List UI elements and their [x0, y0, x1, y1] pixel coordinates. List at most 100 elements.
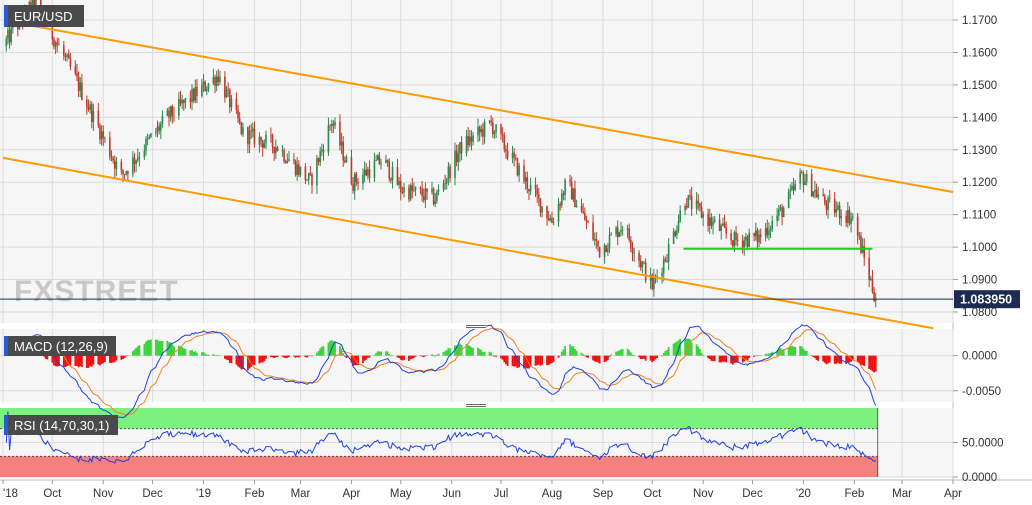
candle-body: [547, 218, 550, 221]
macd-histogram-bar: [674, 342, 677, 356]
macd-histogram-bar: [792, 346, 795, 356]
macd-histogram-bar: [286, 355, 289, 358]
macd-histogram-bar: [606, 355, 609, 361]
macd-histogram-bar: [184, 348, 187, 356]
candle-body: [322, 149, 325, 153]
candle-body: [307, 173, 310, 180]
candle-body: [851, 216, 854, 219]
candle-body: [444, 183, 446, 185]
candle-body: [649, 274, 652, 281]
candle-body: [90, 104, 93, 122]
candle-body: [643, 262, 645, 264]
macd-histogram-bar: [373, 354, 376, 356]
candle-body: [100, 131, 103, 140]
candle-body: [702, 213, 704, 218]
candle-body: [552, 221, 555, 223]
time-tick-label: '20: [796, 488, 811, 500]
macd-histogram-bar: [863, 355, 866, 367]
candle-body: [656, 276, 658, 277]
candle-body: [345, 157, 348, 163]
macd-histogram-bar: [861, 355, 864, 366]
candle-body: [110, 156, 113, 159]
macd-histogram-bar: [644, 355, 647, 361]
macd-histogram-bar: [754, 355, 757, 356]
macd-resize-handle[interactable]: [466, 324, 486, 329]
candle-body: [585, 220, 588, 222]
macd-label-text: MACD (12,26,9): [14, 339, 108, 354]
rsi-resize-handle[interactable]: [466, 403, 486, 408]
candle-body: [695, 200, 698, 209]
candle-body: [413, 190, 415, 191]
macd-histogram-bar: [143, 343, 146, 356]
macd-histogram-bar: [237, 355, 239, 367]
candle-body: [365, 169, 368, 176]
macd-histogram-bar: [794, 346, 797, 356]
macd-histogram-bar: [460, 344, 463, 356]
macd-histogram-bar: [860, 355, 862, 366]
candle-body: [398, 181, 400, 185]
candle-body: [465, 135, 468, 154]
macd-histogram-bar: [449, 348, 451, 356]
candle-body: [79, 82, 82, 91]
candle-body: [192, 88, 195, 101]
macd-histogram-bar: [457, 344, 460, 356]
macd-histogram-bar: [146, 340, 149, 356]
candle-body: [506, 151, 509, 159]
candle-body: [860, 235, 862, 253]
macd-histogram-bar: [148, 339, 151, 356]
candle-body: [667, 243, 670, 262]
macd-histogram-bar: [133, 349, 136, 356]
macd-histogram-bar: [741, 355, 744, 363]
macd-histogram-bar: [380, 351, 382, 356]
macd-histogram-bar: [419, 355, 422, 357]
macd-histogram-bar: [112, 355, 115, 363]
macd-histogram-bar: [610, 354, 613, 356]
candle-body: [330, 123, 333, 126]
macd-histogram-bar: [366, 355, 369, 358]
macd-histogram-bar: [685, 338, 688, 356]
macd-histogram-bar: [307, 355, 310, 357]
candle-body: [754, 230, 757, 237]
candle-body: [805, 173, 808, 182]
macd-histogram-bar: [332, 340, 335, 356]
macd-histogram-bar: [403, 355, 405, 360]
macd-histogram-bar: [422, 355, 425, 358]
candle-body: [109, 137, 111, 157]
price-panel-bg: [0, 0, 953, 323]
macd-histogram-bar: [265, 355, 267, 359]
macd-histogram-bar: [477, 347, 479, 356]
candle-body: [189, 97, 192, 103]
macd-histogram-bar: [552, 355, 555, 362]
time-tick-label: Apr: [944, 488, 962, 500]
candle-body: [850, 218, 852, 224]
macd-histogram-bar: [274, 355, 277, 358]
macd-histogram-bar: [593, 355, 596, 362]
candle-body: [592, 222, 594, 240]
macd-histogram-bar: [426, 355, 428, 356]
candle-body: [661, 272, 663, 277]
macd-histogram-bar: [85, 355, 88, 368]
candle-body: [758, 234, 760, 243]
candle-body: [248, 130, 251, 145]
macd-histogram-bar: [736, 355, 739, 363]
candle-body: [837, 205, 839, 210]
macd-histogram-bar: [869, 355, 872, 370]
macd-histogram-bar: [787, 347, 790, 356]
macd-histogram-bar: [169, 342, 172, 356]
macd-histogram-bar: [362, 355, 364, 364]
candle-body: [127, 171, 129, 175]
candle-body: [373, 160, 376, 178]
rsi-label: RSI (14,70,30,1): [4, 415, 118, 435]
candle-body: [33, 0, 36, 6]
macd-histogram-bar: [679, 338, 682, 356]
macd-histogram-bar: [327, 342, 330, 356]
macd-histogram-bar: [562, 349, 565, 356]
macd-histogram-bar: [746, 355, 749, 360]
candle-body: [253, 128, 256, 145]
candle-body: [697, 200, 700, 204]
macd-histogram-bar: [455, 345, 458, 356]
candle-body: [459, 142, 461, 154]
candle-body: [482, 128, 484, 137]
candle-body: [386, 159, 389, 162]
price-tick-label: 1.0800: [962, 307, 997, 319]
